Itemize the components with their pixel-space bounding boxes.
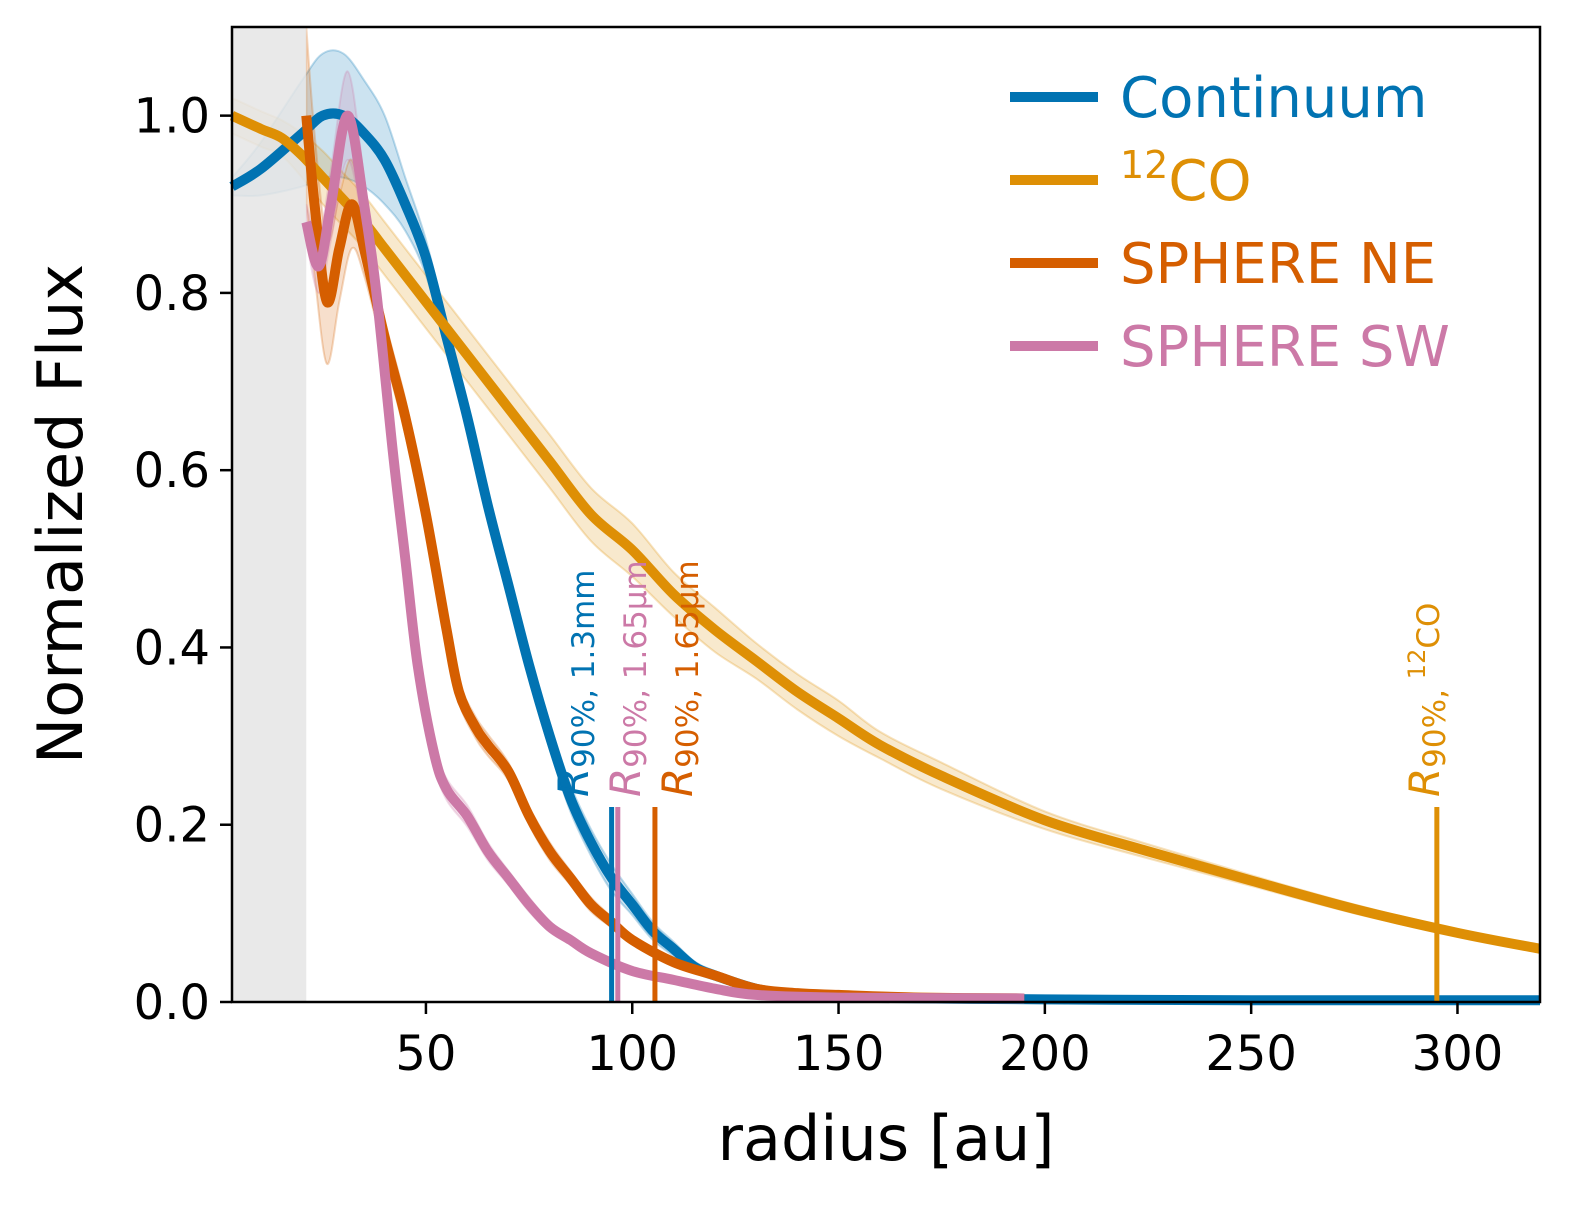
plot-frame xyxy=(230,25,1542,1004)
y-tick-label: 0.4 xyxy=(134,620,210,676)
x-tick-label: 50 xyxy=(395,1026,456,1082)
series-line-2 xyxy=(301,115,1025,1004)
legend-entry: Continuum xyxy=(1120,66,1427,131)
y-tick-label: 0.8 xyxy=(134,266,210,322)
y-tick-label: 0.6 xyxy=(134,443,210,499)
series-line-1 xyxy=(229,111,1541,954)
series-lines xyxy=(229,108,1541,1006)
y-tick-label: 0.0 xyxy=(134,975,210,1031)
y-tick-label: 0.2 xyxy=(134,798,210,854)
legend-entry: SPHERE NE xyxy=(1120,232,1436,297)
x-tick-label: 250 xyxy=(1205,1026,1297,1082)
y-axis-ticks: 0.0 0.2 0.4 0.6 0.8 1.0 xyxy=(134,89,232,1031)
marker-label: R90%, 12CO xyxy=(1400,603,1453,797)
x-axis-ticks: 50 100 150 200 250 300 xyxy=(395,1002,1503,1082)
y-tick-label: 1.0 xyxy=(134,89,210,145)
marker-label: R90%, 1.65μm xyxy=(653,560,706,797)
x-axis-label: radius [au] xyxy=(717,1102,1054,1175)
series-line-3 xyxy=(301,110,1025,1004)
marker-label: R90%, 1.65μm xyxy=(601,560,654,797)
band-2 xyxy=(305,26,1026,1001)
legend: Continuum 12CO SPHERE NE SPHERE SW xyxy=(1010,66,1450,380)
marker-label: R90%, 1.3mm xyxy=(549,570,602,798)
x-tick-label: 300 xyxy=(1412,1026,1504,1082)
legend-entry: 12CO xyxy=(1120,143,1252,214)
shaded-inner-region xyxy=(232,27,307,1002)
x-tick-label: 200 xyxy=(999,1026,1091,1082)
x-tick-label: 100 xyxy=(586,1026,678,1082)
y-axis-label: Normalized Flux xyxy=(24,264,97,764)
legend-entry: SPHERE SW xyxy=(1120,315,1450,380)
x-tick-label: 150 xyxy=(793,1026,885,1082)
